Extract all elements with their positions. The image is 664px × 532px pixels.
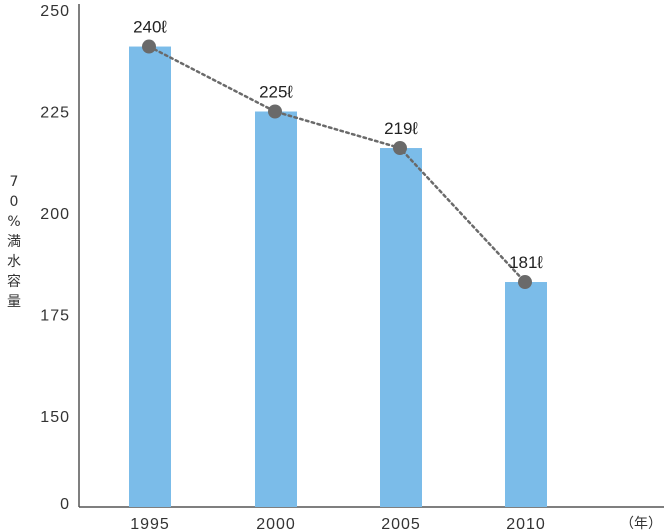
trend-line bbox=[147, 45, 527, 284]
y-tick-label: 225 bbox=[40, 105, 70, 122]
x-tick-label: 2010 bbox=[506, 516, 546, 532]
data-label: 181ℓ bbox=[509, 253, 543, 272]
data-label: 225ℓ bbox=[259, 83, 293, 102]
trend-markers bbox=[142, 39, 532, 290]
y-axis-label-char: 7 bbox=[10, 174, 19, 190]
trend-marker bbox=[268, 104, 282, 119]
y-tick-label: 200 bbox=[40, 206, 70, 223]
data-label: 219ℓ bbox=[384, 119, 418, 138]
bar bbox=[380, 148, 422, 508]
data-labels: 240ℓ 225ℓ 219ℓ 181ℓ bbox=[133, 18, 543, 272]
trend-marker bbox=[393, 141, 407, 156]
y-axis-label-char: 0 bbox=[10, 194, 19, 210]
y-axis-label-char: 満 bbox=[7, 234, 21, 250]
data-label: 240ℓ bbox=[133, 18, 167, 37]
y-axis-label-char: 量 bbox=[7, 294, 21, 310]
y-axis-label-char: 水 bbox=[7, 254, 21, 270]
bar-series bbox=[129, 46, 547, 508]
x-tick-label: 1995 bbox=[130, 516, 170, 532]
y-tick-label: 175 bbox=[40, 308, 70, 325]
bar bbox=[255, 111, 297, 507]
y-tick-labels: 0 150 175 200 225 250 bbox=[40, 3, 70, 513]
y-tick-label: 150 bbox=[40, 409, 70, 426]
x-tick-labels: 1995 2000 2005 2010 bbox=[130, 516, 546, 532]
x-tick-label: 2000 bbox=[256, 516, 296, 532]
x-axis-unit-label: （年） bbox=[620, 516, 662, 532]
y-tick-label: 250 bbox=[40, 3, 70, 20]
y-tick-label: 0 bbox=[60, 496, 70, 513]
bar bbox=[129, 46, 171, 507]
trend-marker bbox=[518, 275, 532, 290]
y-axis-label-char: 容 bbox=[7, 273, 21, 290]
trend-marker bbox=[142, 39, 156, 54]
y-axis-label-char: % bbox=[7, 214, 20, 230]
bar bbox=[505, 282, 547, 507]
x-tick-label: 2005 bbox=[381, 516, 421, 532]
